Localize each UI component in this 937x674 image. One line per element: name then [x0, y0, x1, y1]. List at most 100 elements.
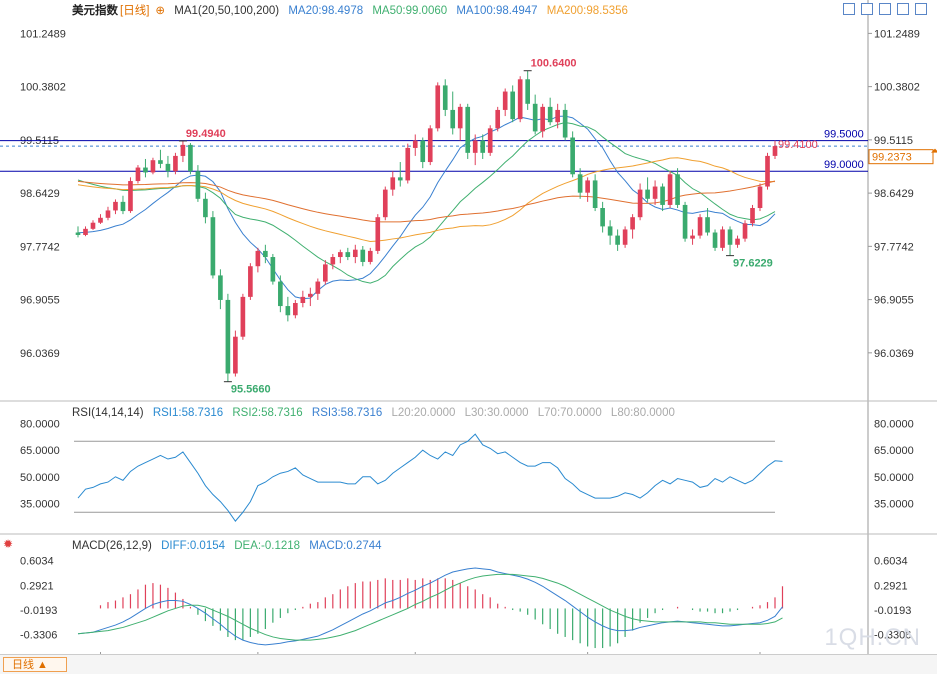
- candle-body: [345, 252, 351, 258]
- candle-body: [128, 181, 133, 212]
- candle-body: [577, 174, 583, 193]
- candle-body: [293, 303, 298, 316]
- macd-legend: MACD(26,12,9) DIFF:0.0154 DEA:-0.1218 MA…: [72, 539, 388, 553]
- rsi-y-label: 65.0000: [874, 445, 914, 457]
- candle-body: [570, 137, 575, 175]
- candle-body: [180, 144, 186, 156]
- macd-settings-icon[interactable]: ✹: [3, 537, 14, 551]
- candle-body: [630, 217, 635, 230]
- candle-body: [120, 201, 126, 212]
- candle-body: [652, 186, 658, 199]
- candle-body: [562, 109, 568, 138]
- rsi2-value: RSI2:58.7316: [232, 407, 303, 419]
- dea-value: DEA:-0.1218: [234, 540, 301, 552]
- candle-body: [682, 204, 688, 239]
- candle-body: [308, 293, 313, 297]
- macd-y-label-left: 0.6034: [20, 556, 54, 568]
- candle-body: [195, 171, 201, 199]
- candle-body: [592, 180, 598, 208]
- l80-value: L80:80.0000: [610, 407, 675, 419]
- rsi-y-label-left: 50.0000: [20, 472, 60, 484]
- candle-body: [697, 217, 703, 236]
- price-box-label: 99.2373: [872, 152, 912, 164]
- y-tick-label-left: 96.9055: [20, 295, 60, 307]
- crosshair-icon[interactable]: [843, 3, 855, 15]
- extreme-label: 97.6229: [733, 258, 773, 270]
- macd-y-label-left: 0.2921: [20, 580, 54, 592]
- macd-y-label: 0.6034: [874, 556, 908, 568]
- grid-icon[interactable]: [915, 3, 927, 15]
- candle-body: [765, 155, 770, 187]
- candle-body: [90, 222, 96, 229]
- reference-line-label: 99.0000: [824, 159, 864, 171]
- candle-body: [450, 109, 456, 129]
- candle-body: [420, 140, 426, 163]
- candle-body: [465, 106, 471, 153]
- candle-body: [158, 160, 163, 164]
- candle-body: [360, 249, 366, 262]
- candle-body: [742, 223, 748, 239]
- period-text: 日线: [123, 5, 147, 17]
- bottom-bar: 日线 ▲: [0, 654, 937, 674]
- candle-body: [427, 128, 433, 163]
- ma50-value: MA50:99.0060: [372, 5, 448, 17]
- settings-icon[interactable]: ⊕: [155, 5, 166, 17]
- macd-y-label-left: -0.0193: [20, 605, 57, 617]
- candle-body: [495, 109, 501, 129]
- candle-body: [375, 217, 381, 251]
- diff-line: [77, 567, 783, 646]
- candle-body: [150, 160, 156, 173]
- period-button[interactable]: 日线 ▲: [3, 657, 67, 672]
- candle-body: [337, 252, 343, 258]
- symbol-name: 美元指数: [72, 5, 118, 17]
- toolbar: [843, 3, 927, 15]
- price-box: [868, 149, 934, 165]
- candle-body: [637, 189, 643, 218]
- rsi-y-label-left: 80.0000: [20, 419, 60, 431]
- zoom-out-icon[interactable]: [879, 3, 891, 15]
- candle-body: [105, 210, 111, 218]
- candle-body: [540, 106, 545, 132]
- ma100-value: MA100:98.4947: [456, 5, 538, 17]
- candle-body: [98, 217, 103, 223]
- reference-line-label: 99.5000: [824, 129, 864, 141]
- candle-body: [525, 79, 531, 104]
- y-tick-label-left: 100.3802: [20, 82, 66, 94]
- extreme-label: 100.6400: [531, 58, 577, 70]
- y-tick-label-left: 98.6429: [20, 188, 60, 200]
- candle-body: [555, 109, 560, 123]
- ma200-line: [77, 180, 776, 223]
- candle-body: [352, 249, 358, 258]
- zoom-in-icon[interactable]: [861, 3, 873, 15]
- candle-body: [517, 79, 523, 120]
- candle-body: [173, 155, 178, 172]
- candle-body: [487, 128, 493, 153]
- main-legend: 美元指数 [日线] ⊕ MA1(20,50,100,200) MA20:98.497…: [72, 4, 634, 18]
- rsi1-value: RSI1:58.7316: [152, 407, 224, 419]
- candle-body: [278, 281, 283, 307]
- candle-body: [502, 91, 508, 110]
- ma100-line: [77, 157, 776, 242]
- ma20-line: [77, 115, 776, 300]
- candle-body: [143, 167, 148, 173]
- candle-body: [480, 140, 486, 153]
- candle-body: [412, 140, 418, 148]
- candle-body: [218, 275, 223, 300]
- candle-body: [203, 198, 208, 218]
- period-label[interactable]: [日线]: [120, 5, 150, 17]
- price-arrow-icon: [931, 148, 937, 153]
- candle-body: [510, 91, 516, 120]
- candle-body: [165, 163, 171, 172]
- candle-body: [315, 281, 321, 294]
- rsi-y-label-left: 35.0000: [20, 498, 60, 510]
- rsi-y-label: 35.0000: [874, 498, 914, 510]
- background: [0, 0, 937, 655]
- macd-y-label: -0.3306: [874, 630, 911, 642]
- l30-value: L30:30.0000: [464, 407, 529, 419]
- candle-body: [113, 201, 118, 211]
- rsi-y-label: 80.0000: [874, 419, 914, 431]
- fullscreen-icon[interactable]: [897, 3, 909, 15]
- candle-body: [397, 177, 403, 181]
